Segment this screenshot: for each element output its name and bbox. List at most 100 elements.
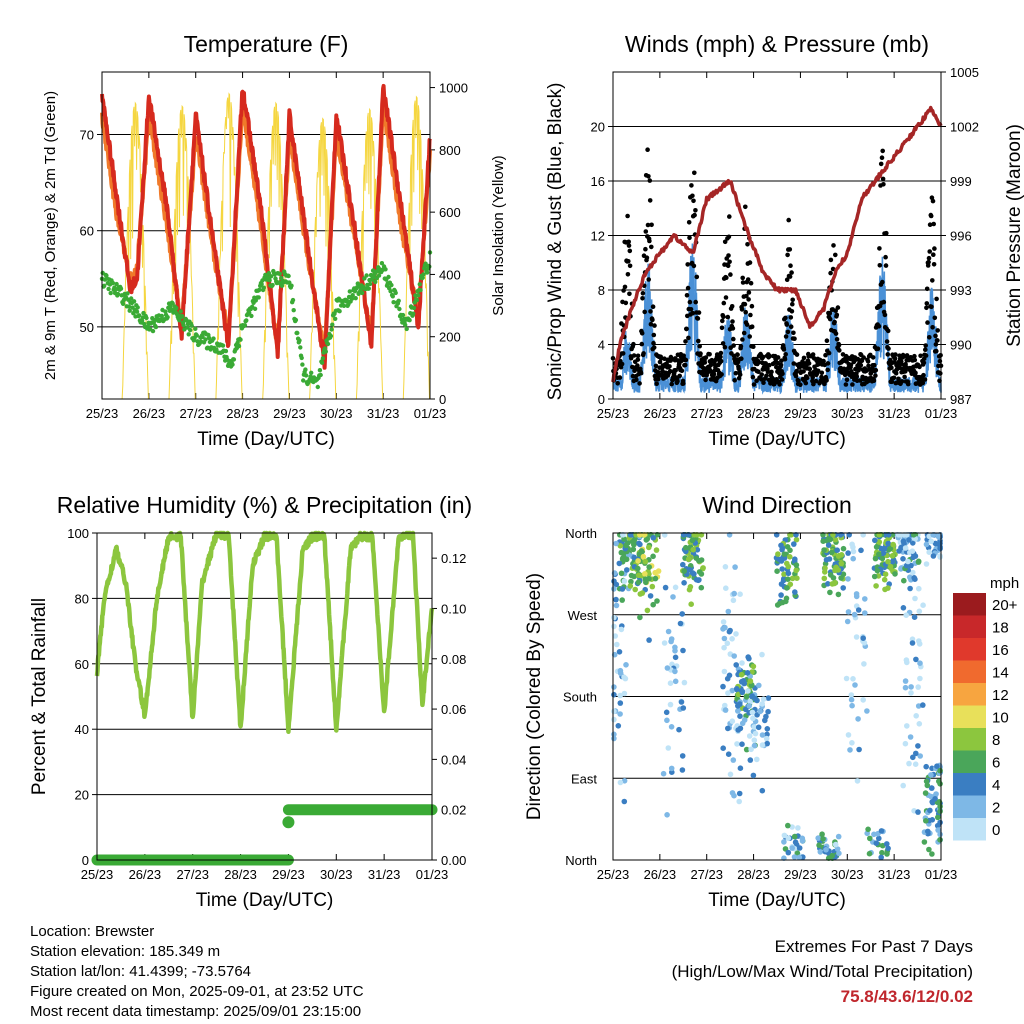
- direction-point: [613, 596, 619, 603]
- y-tick-label: 40: [75, 722, 89, 737]
- gust-point: [935, 338, 940, 343]
- direction-point: [729, 790, 736, 796]
- direction-point: [908, 562, 914, 569]
- gust-point: [801, 355, 807, 361]
- gust-point: [870, 355, 876, 360]
- direction-point: [664, 717, 670, 724]
- direction-point: [935, 533, 942, 539]
- gust-point: [831, 243, 836, 248]
- y-tick-label: 8: [598, 283, 605, 298]
- y-tick-label: 100: [67, 526, 89, 541]
- dewpoint-point: [114, 281, 119, 287]
- direction-point: [725, 725, 731, 732]
- gust-point: [759, 377, 764, 382]
- gust-point: [640, 291, 646, 296]
- gust-point: [675, 379, 680, 384]
- legend-swatch: [953, 795, 986, 818]
- direction-point: [791, 833, 798, 840]
- direction-point: [617, 711, 623, 717]
- gust-point: [775, 355, 781, 360]
- direction-point: [763, 713, 769, 720]
- dewpoint-point: [256, 295, 261, 300]
- gust-point: [722, 344, 728, 350]
- gust-point: [858, 362, 864, 368]
- direction-point: [617, 670, 624, 677]
- dewpoint-point: [106, 286, 111, 292]
- direction-point: [873, 544, 880, 550]
- gust-point: [892, 356, 898, 361]
- direction-point: [823, 557, 830, 563]
- direction-point: [653, 547, 660, 553]
- y-right-tick-label: 600: [439, 205, 461, 220]
- legend-label: 8: [992, 732, 1000, 749]
- direction-point: [621, 778, 628, 784]
- series-precip: [91, 804, 438, 866]
- direction-point: [792, 589, 798, 595]
- gust-point: [848, 362, 854, 368]
- gust-point: [639, 341, 645, 347]
- direction-point: [796, 854, 803, 861]
- direction-point: [937, 553, 943, 559]
- y-tick-label: 4: [598, 338, 605, 353]
- gust-point: [637, 381, 642, 386]
- gust-point: [789, 309, 795, 314]
- gust-point: [627, 263, 633, 269]
- gust-point: [828, 257, 834, 263]
- gust-point: [872, 362, 877, 368]
- dewpoint-point: [270, 282, 275, 288]
- y-axis-title: Sonic/Prop Wind & Gust (Blue, Black): [545, 83, 566, 401]
- gust-point: [881, 299, 887, 305]
- gust-point: [893, 352, 898, 357]
- legend-swatch: [953, 683, 986, 706]
- direction-point: [781, 571, 787, 577]
- dewpoint-point: [115, 291, 121, 297]
- direction-point: [793, 567, 799, 574]
- direction-point: [871, 831, 877, 838]
- gust-point: [695, 316, 701, 321]
- gust-point: [902, 374, 907, 380]
- y-right-tick-label: 0.12: [441, 551, 466, 566]
- direction-point: [917, 753, 923, 759]
- dewpoint-point: [366, 286, 371, 291]
- dewpoint-point: [411, 305, 417, 311]
- dewpoint-point: [193, 326, 198, 331]
- dewpoint-point: [252, 306, 258, 311]
- direction-point: [688, 601, 694, 607]
- gust-point: [922, 377, 928, 382]
- dewpoint-point: [125, 291, 130, 296]
- gust-point: [882, 312, 888, 318]
- gust-point: [651, 340, 656, 346]
- direction-point: [865, 826, 871, 833]
- direction-point: [730, 757, 737, 763]
- gust-point: [854, 374, 860, 379]
- gust-point: [824, 378, 829, 383]
- direction-point: [672, 678, 679, 685]
- y-right-tick-label: 999: [950, 174, 972, 189]
- gust-point: [835, 305, 841, 310]
- direction-point: [887, 563, 894, 570]
- direction-point: [872, 555, 879, 562]
- gust-point: [742, 301, 748, 307]
- direction-point: [611, 586, 617, 592]
- gust-point: [749, 303, 755, 309]
- gust-point: [685, 285, 691, 291]
- gust-point: [649, 222, 654, 228]
- direction-point: [613, 540, 619, 547]
- y-right-tick-label: 993: [950, 283, 972, 298]
- dewpoint-point: [368, 281, 373, 287]
- dewpoint-point: [277, 271, 282, 276]
- direction-point: [693, 577, 700, 583]
- direction-point: [825, 581, 831, 587]
- plot-frame: [612, 71, 942, 400]
- y-axis-title: Direction (Colored By Speed): [524, 573, 545, 820]
- dewpoint-point: [137, 313, 142, 318]
- gust-point: [648, 309, 653, 314]
- dewpoint-point: [376, 273, 382, 278]
- gust-point: [790, 301, 795, 307]
- direction-point: [920, 602, 926, 608]
- gust-point: [850, 382, 855, 387]
- gust-point: [669, 381, 674, 387]
- direction-point: [725, 608, 732, 615]
- direction-point: [611, 708, 617, 715]
- gust-point: [615, 381, 620, 386]
